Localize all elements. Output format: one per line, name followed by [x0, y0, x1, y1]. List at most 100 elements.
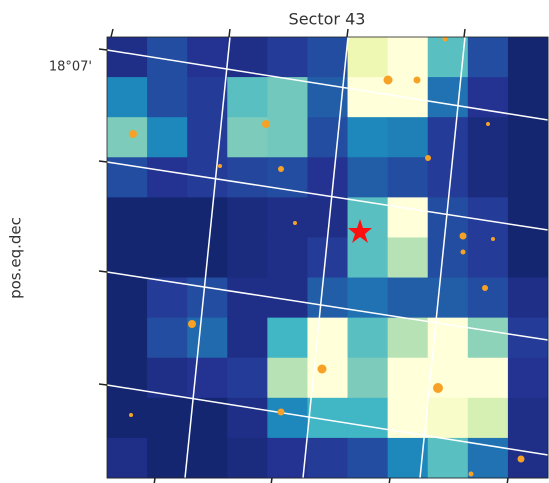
source: [459, 232, 467, 240]
pixel: [467, 317, 509, 359]
source: [433, 383, 443, 393]
pixel: [227, 77, 268, 118]
pixel: [307, 437, 349, 479]
tick: [270, 477, 273, 483]
pixel: [227, 197, 268, 238]
pixel: [347, 437, 389, 479]
overlay: [98, 28, 549, 483]
wcs-line: [184, 36, 231, 479]
ticks: [98, 28, 509, 483]
frame: [106, 36, 549, 479]
pixel: [347, 397, 389, 439]
pixel: [467, 77, 509, 118]
pixel: [507, 77, 549, 118]
source: [129, 413, 133, 417]
y-axis-label: pos.eq.dec: [7, 217, 25, 299]
pixel: [147, 357, 188, 399]
pixel: [227, 237, 268, 279]
source: [413, 76, 421, 84]
pixel: [267, 197, 308, 238]
pixel: [467, 237, 509, 279]
pixel: [347, 317, 389, 359]
pixel: [307, 157, 349, 198]
source: [442, 36, 448, 42]
pixel: [227, 397, 268, 439]
tick: [346, 28, 349, 38]
pixel: [307, 277, 349, 319]
pixel: [427, 77, 469, 118]
wcs-line: [302, 36, 349, 479]
pixel: [107, 397, 148, 439]
source: [482, 285, 488, 291]
tick: [98, 270, 108, 273]
pixel: [147, 117, 188, 158]
source: [129, 130, 137, 138]
pixel: [507, 197, 549, 238]
tick: [98, 383, 108, 386]
pixel: [307, 117, 349, 158]
pixel: [107, 77, 148, 118]
source: [317, 364, 327, 374]
pixel: [227, 117, 268, 158]
pixel: [467, 277, 509, 319]
pixel: [107, 197, 148, 238]
pixel: [107, 317, 148, 359]
tick: [110, 28, 114, 38]
pixel: [147, 437, 188, 479]
pixel: [267, 317, 308, 359]
pixel: [267, 77, 308, 118]
pixel: [347, 77, 389, 118]
pixel: [107, 437, 148, 479]
pixel: [227, 317, 268, 359]
pixel: [467, 197, 509, 238]
pixel: [267, 37, 308, 78]
pixel: [227, 357, 268, 399]
pixel: [147, 237, 188, 279]
pixel: [187, 397, 228, 439]
pixel: [507, 437, 549, 479]
pixel: [467, 357, 509, 399]
pixel: [147, 317, 188, 359]
source: [277, 408, 285, 416]
target-star: [348, 219, 372, 243]
pixel: [427, 117, 469, 158]
tick: [228, 28, 231, 38]
wcs-line: [106, 271, 549, 341]
source: [468, 471, 474, 477]
pixel: [387, 317, 429, 359]
pixel: [387, 117, 429, 158]
source: [383, 75, 393, 85]
pixel: [147, 77, 188, 118]
source: [425, 155, 431, 161]
pixel: [347, 37, 389, 78]
source: [293, 221, 297, 225]
pixel: [347, 277, 389, 319]
pixel: [427, 277, 469, 319]
pixel: [147, 397, 188, 439]
wcs-line: [419, 36, 466, 479]
pixel: [307, 37, 349, 78]
tick: [463, 28, 466, 38]
sources: [129, 36, 525, 477]
pixel: [507, 117, 549, 158]
pixel: [507, 157, 549, 198]
pixel: [147, 157, 188, 198]
source: [218, 164, 222, 168]
pixel: [267, 357, 308, 399]
pixel: [267, 437, 308, 479]
pixel: [427, 397, 469, 439]
pixel: [427, 357, 469, 399]
pixel: [107, 157, 148, 198]
wcs-line: [106, 384, 549, 456]
pixel: [347, 357, 389, 399]
pixel: [267, 397, 308, 439]
pixel: [507, 397, 549, 439]
pixel: [267, 117, 308, 158]
pixel: [467, 437, 509, 479]
pixel: [427, 237, 469, 279]
pixel: [187, 77, 228, 118]
pixel-grid: [107, 37, 549, 479]
pixel: [467, 157, 509, 198]
pixel: [307, 317, 349, 359]
